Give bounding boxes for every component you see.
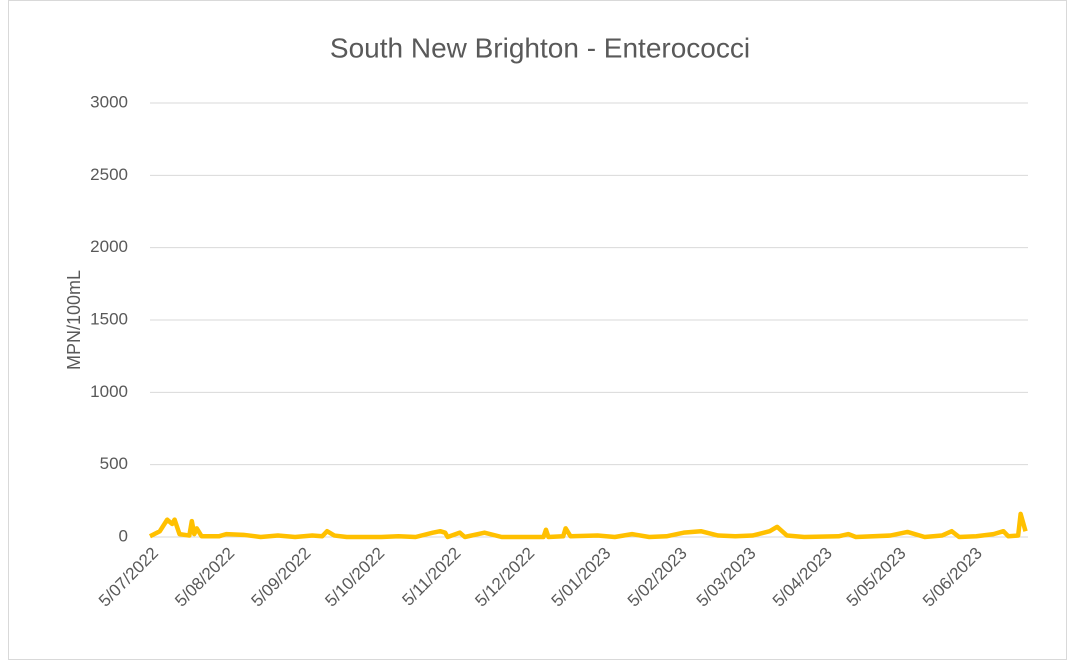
- y-tick-label: 500: [100, 454, 128, 473]
- y-tick-label: 2000: [90, 237, 128, 256]
- y-tick-label: 1000: [90, 382, 128, 401]
- chart-title: South New Brighton - Enterococci: [330, 32, 750, 63]
- chart-frame: [8, 0, 1067, 660]
- y-tick-label: 0: [119, 526, 128, 545]
- y-tick-label: 3000: [90, 92, 128, 111]
- y-axis-label: MPN/100mL: [64, 270, 84, 370]
- y-tick-label: 2500: [90, 165, 128, 184]
- y-tick-label: 1500: [90, 309, 128, 328]
- data-line: [148, 511, 1028, 540]
